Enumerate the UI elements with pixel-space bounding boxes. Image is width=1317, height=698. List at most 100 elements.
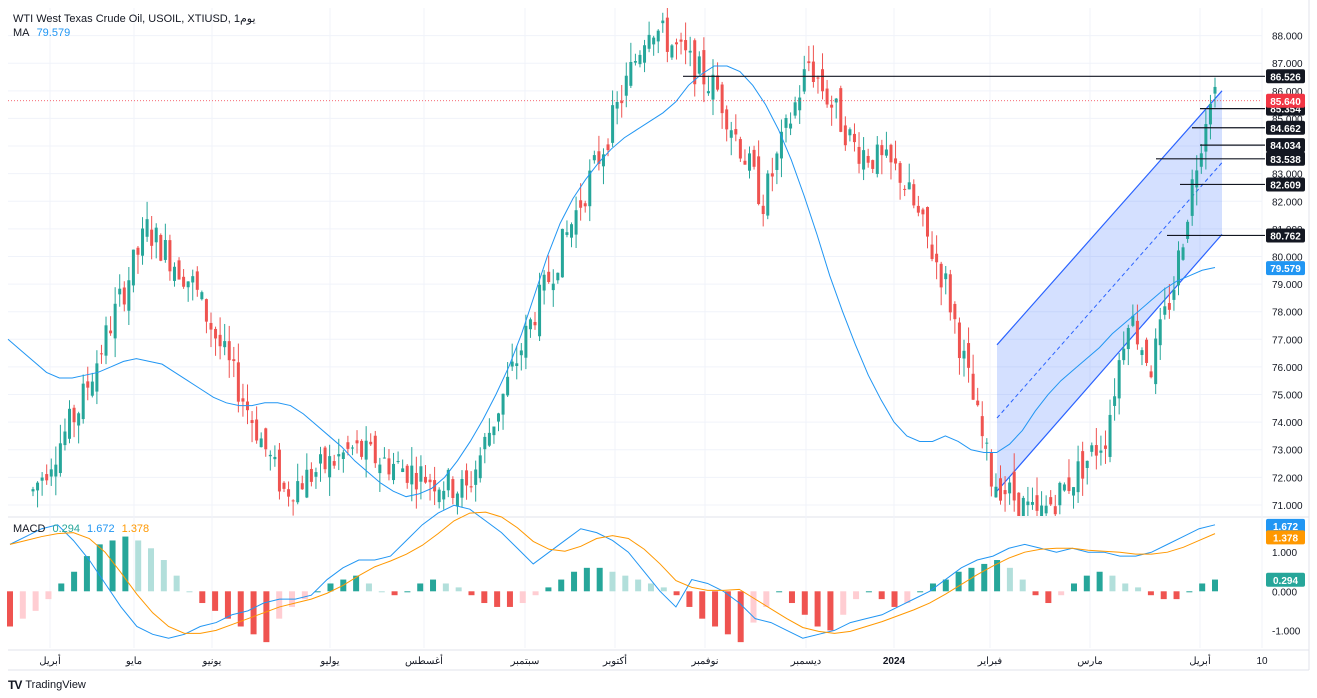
candle-body xyxy=(620,100,624,104)
candle-body xyxy=(1126,327,1130,350)
candle-body xyxy=(291,500,295,502)
candle-body xyxy=(538,284,542,337)
candle-body xyxy=(967,343,971,368)
macd-badge xyxy=(1266,572,1305,587)
candle-body xyxy=(971,373,975,400)
candle-body xyxy=(1003,490,1007,495)
macd-histogram-bar xyxy=(840,591,847,615)
candle-body xyxy=(36,482,40,491)
candle-body xyxy=(296,481,300,503)
candle-body xyxy=(597,151,601,164)
candle-body xyxy=(81,383,85,420)
candle-body xyxy=(624,75,628,96)
candle-body xyxy=(131,249,135,286)
candle-body xyxy=(948,274,952,313)
candle-body xyxy=(314,472,318,477)
level-label: 85.354 xyxy=(1270,105,1301,116)
candle-body xyxy=(752,149,756,167)
candle-body xyxy=(1190,179,1194,216)
candle-body xyxy=(798,97,802,111)
candle-body xyxy=(1167,302,1171,310)
candle-body xyxy=(305,469,309,498)
macd-histogram-bar xyxy=(1173,591,1180,600)
macd-histogram-bar xyxy=(596,567,603,592)
candle-body xyxy=(136,247,140,255)
candle-body xyxy=(492,426,496,436)
candle-body xyxy=(163,239,167,260)
candle-body xyxy=(944,273,948,280)
candle-body xyxy=(866,155,870,163)
candle-body xyxy=(113,303,117,339)
candle-body xyxy=(852,133,856,143)
macd-histogram-bar xyxy=(750,591,757,623)
candle-body xyxy=(442,490,446,500)
macd-histogram-bar xyxy=(378,591,385,593)
candle-body xyxy=(328,456,332,478)
macd-histogram-bar xyxy=(571,571,578,592)
tradingview-brand[interactable]: TV TradingView xyxy=(8,678,86,692)
candle-body xyxy=(556,272,560,281)
x-tick-label: سبتمبر xyxy=(510,656,540,667)
candle-body xyxy=(921,209,925,215)
candle-body xyxy=(962,350,966,359)
candle-body xyxy=(743,160,747,165)
candle-body xyxy=(985,442,989,444)
candle-body xyxy=(236,362,240,402)
macd-y-tick-label: -1.000 xyxy=(1272,626,1301,637)
candle-body xyxy=(68,408,72,439)
candle-body xyxy=(1135,320,1139,345)
candle-body xyxy=(1113,396,1117,406)
candle-body xyxy=(738,139,742,159)
candle-body xyxy=(172,266,176,281)
macd-histogram-bar xyxy=(1083,575,1090,592)
candle-body xyxy=(300,483,304,490)
x-tick-label: يوليو xyxy=(319,656,339,667)
macd-histogram-bar xyxy=(865,591,872,593)
macd-histogram-bar xyxy=(801,591,808,615)
candle-body xyxy=(775,153,779,170)
candle-body xyxy=(679,39,683,42)
macd-histogram-bar xyxy=(237,591,244,627)
macd-histogram-bar xyxy=(712,591,719,627)
ma-legend-value: 79.579 xyxy=(36,27,71,39)
candle-body xyxy=(369,441,373,445)
macd-legend: MACD 0.294 1.672 1.378 xyxy=(13,523,153,535)
candle-body xyxy=(396,460,400,463)
candle-body xyxy=(209,322,213,330)
macd-badge xyxy=(1266,518,1305,533)
x-tick-label: فبراير xyxy=(977,656,1003,667)
candle-body xyxy=(720,84,724,114)
candle-body xyxy=(1076,461,1080,493)
candle-body xyxy=(191,276,195,283)
macd-histogram-bar xyxy=(737,591,744,643)
macd-histogram-bar xyxy=(724,591,731,635)
macd-histogram-bar xyxy=(32,591,39,611)
candle-body xyxy=(95,363,99,392)
candle-body xyxy=(601,154,605,167)
macd-histogram-bar xyxy=(224,591,231,619)
candle-body xyxy=(104,325,108,356)
macd-histogram-bar xyxy=(660,587,667,592)
macd-histogram-bar xyxy=(1199,583,1206,592)
candle-body xyxy=(154,227,158,243)
macd-histogram-bar xyxy=(122,536,129,592)
candle-body xyxy=(1099,450,1103,453)
macd-histogram-bar xyxy=(19,591,26,619)
candle-body xyxy=(547,271,551,282)
candle-body xyxy=(364,440,368,460)
macd-y-tick-label: 0.000 xyxy=(1272,587,1297,598)
macd-histogram-bar xyxy=(1032,591,1039,596)
macd-histogram-bar xyxy=(391,591,398,596)
candle-body xyxy=(939,263,943,288)
macd-histogram-bar xyxy=(878,591,885,600)
candle-body xyxy=(1149,371,1153,378)
macd-histogram-bar xyxy=(212,591,219,611)
candle-body xyxy=(980,416,984,437)
candle-body xyxy=(862,150,866,170)
candle-body xyxy=(506,376,510,396)
macd-histogram-bar xyxy=(929,583,936,592)
candle-body xyxy=(670,45,674,58)
candle-body xyxy=(277,449,281,492)
